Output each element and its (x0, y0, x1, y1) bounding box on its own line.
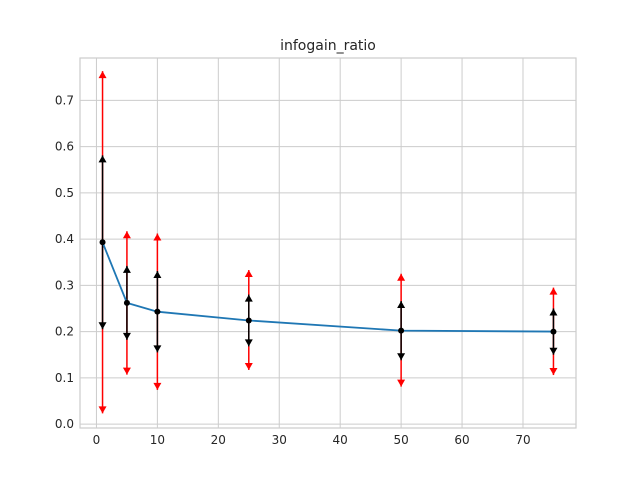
inner-error-arrow-up (98, 155, 107, 163)
x-tick-label: 40 (333, 433, 348, 447)
outer-error-arrow-up (397, 273, 406, 281)
y-tick-label: 0.7 (55, 93, 74, 107)
chart-title: infogain_ratio (280, 38, 376, 54)
outer-error-arrow-down (153, 382, 162, 390)
y-tick-label: 0.6 (55, 140, 74, 154)
x-tick-label: 10 (150, 433, 165, 447)
inner-error-arrow-down (98, 322, 107, 330)
data-point (245, 317, 252, 324)
outer-error-arrow-down (549, 368, 558, 376)
y-tick-label: 0.5 (55, 186, 74, 200)
data-point (123, 299, 130, 306)
y-tick-label: 0.4 (55, 232, 74, 246)
outer-error-arrow-up (549, 287, 558, 295)
x-tick-label: 50 (393, 433, 408, 447)
data-point (154, 308, 161, 315)
outer-error-arrow-up (244, 270, 253, 278)
inner-error-arrow-up (153, 270, 162, 278)
plot-border (79, 57, 577, 429)
x-tick-label: 20 (211, 433, 226, 447)
inner-error-arrow-up (122, 265, 131, 273)
y-tick-label: 0.2 (55, 325, 74, 339)
outer-error-arrow-down (122, 367, 131, 375)
outer-error-arrow-up (153, 233, 162, 241)
x-tick-label: 60 (454, 433, 469, 447)
data-point (398, 327, 405, 334)
data-point (550, 328, 557, 335)
series-line (101, 241, 554, 333)
plot-frame (79, 57, 577, 429)
outer-error-arrow-down (98, 406, 107, 414)
outer-error-arrow-down (397, 379, 406, 387)
inner-error-arrow-down (397, 353, 406, 361)
inner-error-arrow-up (244, 294, 253, 302)
inner-error-arrow-up (397, 301, 406, 309)
outer-error-arrow-up (98, 71, 107, 79)
inner-error-arrow-down (153, 345, 162, 353)
inner-error-arrow-down (122, 332, 131, 340)
y-tick-label: 0.1 (55, 371, 74, 385)
x-tick-label: 0 (93, 433, 101, 447)
y-tick-label: 0.0 (55, 417, 74, 431)
tick-labels: 0 10 20 30 40 50 60 70 0.0 0.1 0.2 0.3 0.4 0.5 0.6 0.7 (55, 93, 531, 447)
inner-error-arrow-down (549, 347, 558, 355)
y-tick-label: 0.3 (55, 278, 74, 292)
x-tick-label: 70 (515, 433, 530, 447)
inner-error-arrow-up (549, 308, 558, 316)
outer-error-arrow-up (122, 231, 131, 239)
series-line-group (99, 239, 557, 335)
outer-error-arrow-down (244, 362, 253, 370)
x-tick-label: 30 (272, 433, 287, 447)
inner-error-arrow-down (244, 339, 253, 347)
data-point (99, 239, 106, 246)
